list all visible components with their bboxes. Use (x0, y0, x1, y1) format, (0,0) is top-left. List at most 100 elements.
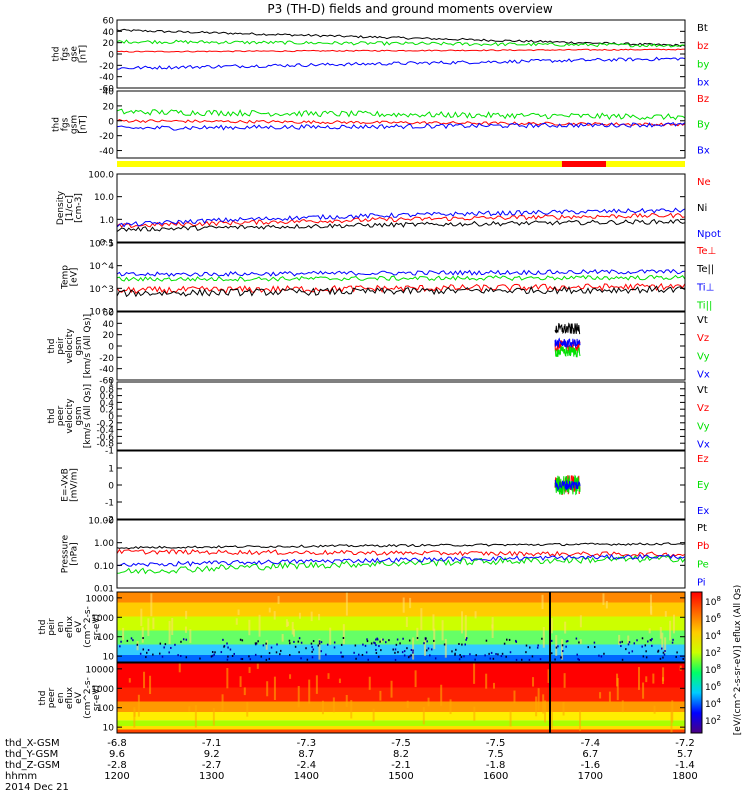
spectrogram-noise (642, 655, 645, 658)
spectrogram-noise (375, 651, 378, 654)
spectrogram-texture (293, 629, 296, 637)
spectrogram-texture (390, 680, 393, 698)
spectrogram-noise (257, 640, 259, 643)
spectrogram-texture (248, 667, 251, 673)
spectrogram-noise (395, 643, 398, 646)
y-axis-label-line: velocity (65, 328, 75, 364)
mode-segment (117, 161, 562, 167)
x-axis-value: 1500 (388, 771, 413, 782)
spectrogram-band (117, 701, 685, 712)
spectrogram-texture (509, 710, 512, 727)
spectrogram-noise (647, 640, 649, 643)
spectrogram-noise (663, 653, 666, 656)
spectrogram-noise (423, 642, 425, 645)
spectrogram-noise (379, 640, 381, 643)
y-axis-label-line: thd (38, 691, 48, 706)
colorbar: 108 106 104 102 108 106 104 102 [eV/(cm^2-s-sr-e… (690, 585, 743, 735)
y-axis-label-line: [1/cc] (65, 195, 75, 221)
spectrogram-noise (268, 657, 271, 660)
spectrogram-band (117, 712, 685, 721)
spectrogram-noise (661, 647, 663, 650)
spectrogram-noise (353, 651, 355, 654)
spectrogram-texture (327, 673, 330, 679)
spectrogram-noise (310, 642, 313, 645)
spectrogram-noise (354, 644, 357, 647)
spectrogram-noise (289, 642, 291, 645)
spectrogram-texture (212, 708, 215, 726)
y-axis-label-line: gse (70, 46, 80, 62)
spectrogram-texture (122, 627, 125, 641)
spectrogram-noise (675, 655, 677, 658)
spectrogram-noise (367, 658, 369, 661)
spectrogram-noise (164, 643, 167, 646)
spectrogram-noise (255, 642, 258, 645)
y-axis-label: thd peer en eflux eV (cm^2-s-sr-eV) (38, 677, 102, 719)
y-axis-label: Pressure [nPa] (61, 534, 80, 573)
spectrogram-noise (318, 642, 321, 645)
colorbar-tick: 106 (705, 612, 721, 625)
spectrogram-noise (621, 640, 623, 643)
x-axis-value: 6.7 (582, 749, 598, 760)
legend-Ti⊥: Ti⊥ (696, 282, 714, 293)
spectrogram-noise (320, 641, 323, 644)
y-tick-label: -0.6 (96, 433, 114, 443)
spectrogram-noise (174, 643, 176, 646)
spectrogram-texture (412, 637, 415, 660)
spectrogram-texture (608, 691, 611, 702)
spectrogram-noise (403, 654, 406, 657)
y-axis-label-line: thd (52, 117, 62, 132)
legend-bx: bx (697, 78, 709, 89)
spectrogram-texture (239, 676, 242, 687)
spectrogram-noise (399, 642, 401, 645)
spectrogram-noise (593, 641, 596, 644)
legend-Ex: Ex (697, 506, 709, 517)
spectrogram-noise (531, 655, 534, 658)
y-tick-label: 20 (103, 102, 115, 112)
spectrogram-texture (297, 686, 300, 708)
spectrogram-texture (273, 611, 276, 620)
spectrogram-texture (535, 696, 538, 717)
spectrogram-texture (235, 618, 238, 625)
series-line-Vx (554, 337, 581, 349)
spectrogram-noise (213, 653, 215, 656)
colorbar-label: [eV/(cm^2-s-sr-eV)] eflux (All Qs) (733, 585, 743, 735)
x-axis-row-label: thd_Y-GSM (5, 749, 58, 760)
y-tick-label: 0.6 (100, 392, 115, 402)
spectrogram-noise (537, 644, 539, 647)
legend-Vt: Vt (697, 315, 708, 326)
y-tick-label: -1 (105, 447, 114, 457)
legend-Npot: Npot (697, 229, 721, 240)
y-axis-label-line: Temp (61, 265, 71, 290)
spectrogram-noise (412, 649, 414, 652)
y-axis-label: Density [1/cc] [cm-3] (56, 190, 84, 225)
spectrogram-noise (222, 638, 224, 641)
spectrogram-noise (460, 656, 463, 659)
spectrogram-texture (273, 676, 276, 701)
spectrogram-texture (579, 639, 582, 644)
colorbar-tick: 106 (705, 680, 721, 693)
x-axis-value: 1200 (104, 771, 129, 782)
spectrogram-noise (565, 645, 567, 648)
x-axis-value: -2.4 (297, 760, 317, 771)
spectrogram-texture (171, 617, 174, 635)
x-axis-value: 8.2 (393, 749, 409, 760)
spectrogram-noise (375, 638, 377, 641)
spectrogram-noise (185, 656, 188, 659)
spectrogram-noise (425, 637, 427, 640)
spectrogram-texture (544, 700, 547, 723)
spectrogram-texture (579, 615, 582, 628)
spectrogram-noise (279, 649, 282, 652)
spectrogram-noise (416, 637, 419, 640)
x-axis-value: -7.3 (297, 738, 317, 749)
spectrogram-noise (461, 643, 463, 646)
spectrogram-texture (332, 697, 335, 713)
y-tick-label: -1 (105, 499, 114, 509)
spectrogram-noise (139, 652, 142, 655)
spectrogram-texture (547, 669, 550, 683)
figure-title: P3 (TH-D) fields and ground moments over… (267, 2, 552, 16)
x-axis-value: -2.8 (107, 760, 127, 771)
spectrogram-texture (140, 608, 143, 627)
spectrogram-texture (133, 708, 136, 717)
y-tick-label: -60 (99, 85, 114, 95)
y-axis-label-line: peir (56, 337, 66, 355)
